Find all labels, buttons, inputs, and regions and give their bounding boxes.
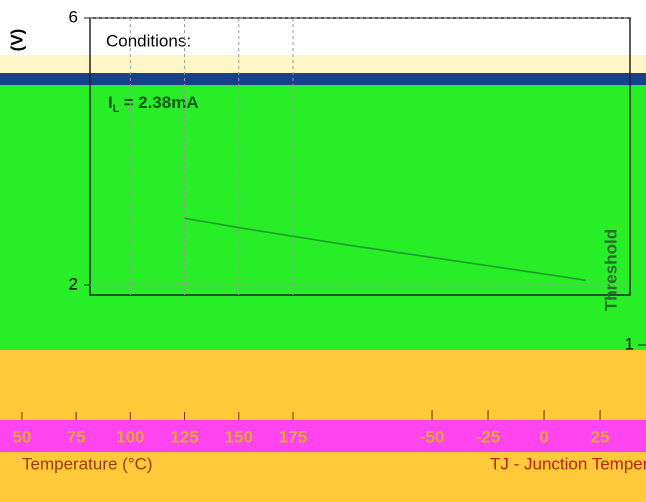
chart: Conditions: IL= 2.38mA (V) Temperature (… — [0, 0, 646, 502]
y-tick-label: 2 — [69, 274, 78, 293]
magenta-band — [0, 420, 646, 452]
y-tick-label: 6 — [69, 7, 78, 26]
x-tick-label: -25 — [476, 427, 501, 446]
x-tick-label: 175 — [279, 427, 307, 446]
x-tick-label: 75 — [67, 427, 86, 446]
x-axis-label: Temperature (°C) — [22, 454, 153, 473]
orange-region — [0, 350, 646, 420]
x-tick-label: 25 — [591, 427, 610, 446]
x-tick-label: 100 — [116, 427, 144, 446]
x-tick-label: 0 — [539, 427, 548, 446]
yellow-band — [0, 55, 646, 73]
x-tick-label: 150 — [225, 427, 253, 446]
x-axis-label-2: TJ - Junction Temperature — [490, 454, 646, 473]
x-tick-label: 50 — [12, 427, 31, 446]
annotation: Conditions: — [106, 31, 191, 50]
y-axis-label-2: Threshold — [601, 229, 620, 311]
y-tick-label: 1 — [625, 334, 634, 353]
y-axis-label: (V) — [7, 29, 26, 52]
green-region — [0, 85, 646, 350]
navy-band — [0, 73, 646, 85]
x-tick-label: -50 — [420, 427, 445, 446]
top-region — [0, 0, 646, 55]
x-tick-label: 125 — [170, 427, 198, 446]
